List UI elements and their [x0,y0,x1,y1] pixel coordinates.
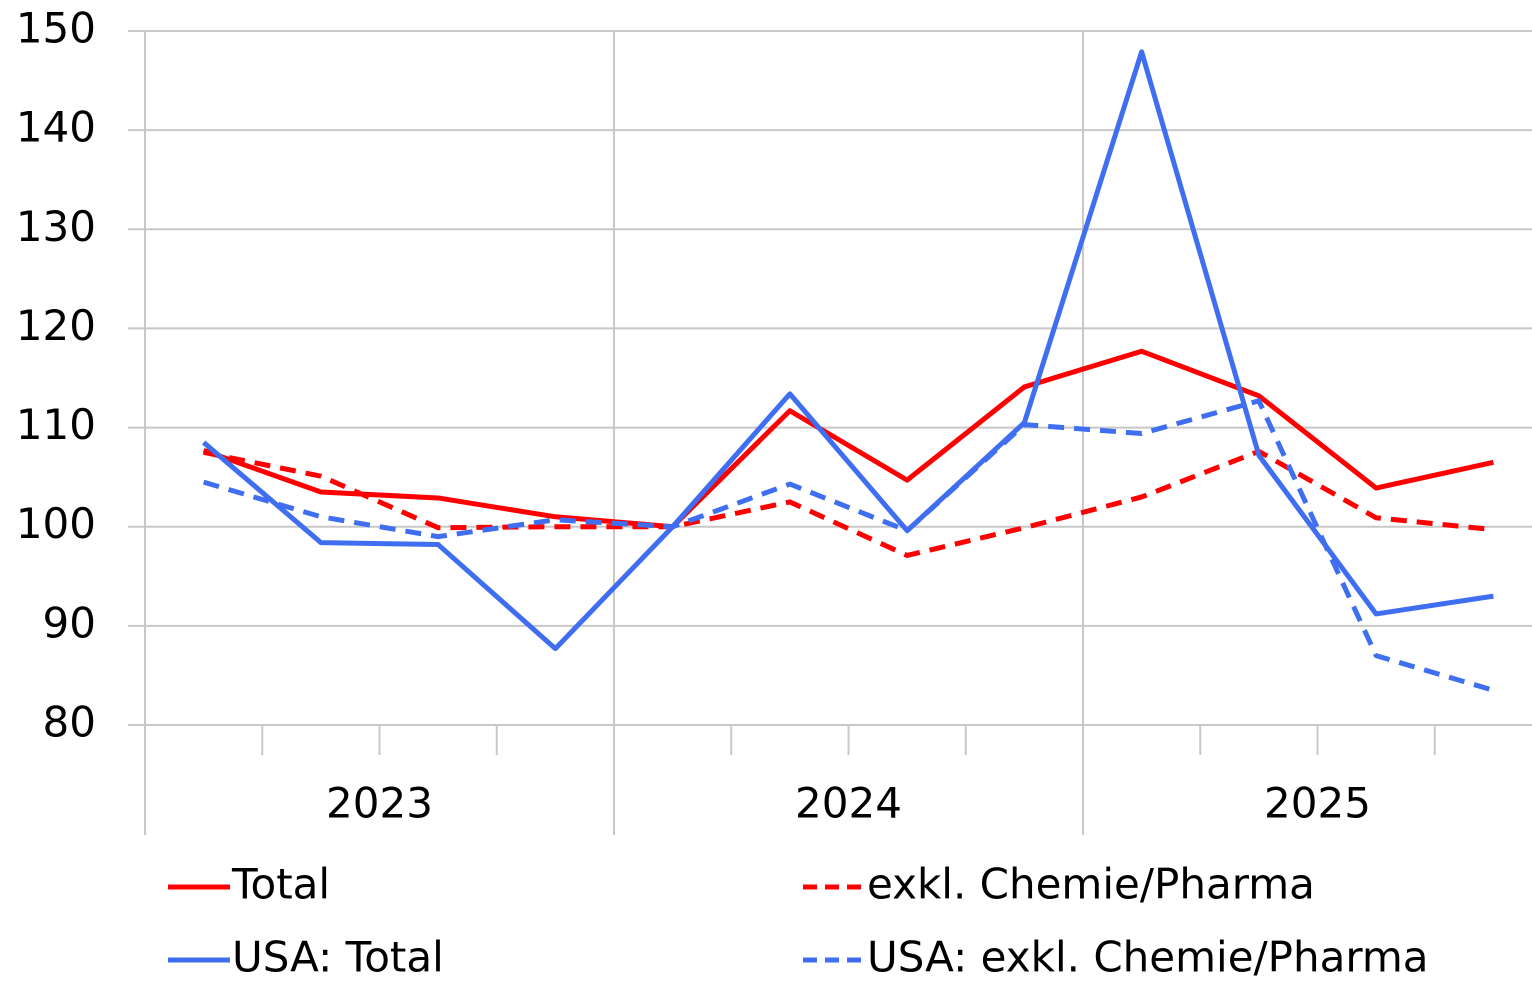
legend-label: Total [231,860,330,909]
series-line [202,398,1495,693]
legend-label: USA: Total [232,933,444,982]
y-tick-label: 120 [16,301,96,350]
x-group-label: 2024 [795,779,902,828]
y-tick-label: 130 [16,202,96,251]
y-tick-label: 150 [16,4,96,53]
y-tick-label: 80 [43,698,96,747]
y-tick-label: 110 [16,400,96,449]
series-line [202,49,1494,652]
x-group-label: 2025 [1264,779,1371,828]
x-group-label: 2023 [326,779,433,828]
y-tick-label: 140 [16,103,96,152]
legend-label: exkl. Chemie/Pharma [867,860,1315,909]
series-line [203,448,1494,558]
series-line [202,348,1494,530]
legend-label: USA: exkl. Chemie/Pharma [867,933,1429,982]
y-tick-label: 90 [43,598,96,647]
y-tick-label: 100 [16,499,96,548]
